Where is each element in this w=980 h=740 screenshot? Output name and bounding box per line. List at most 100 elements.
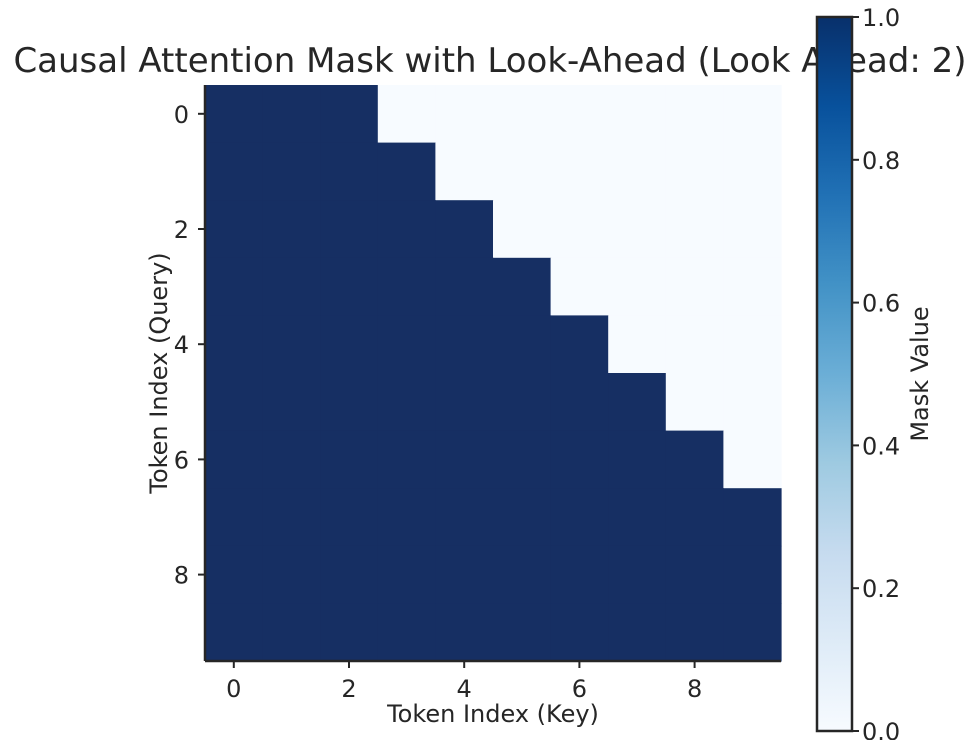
heatmap-cell	[205, 373, 264, 432]
heatmap-cell	[665, 488, 724, 547]
y-tick-label: 6	[174, 446, 189, 474]
heatmap-cell	[377, 545, 436, 604]
heatmap-cell	[493, 257, 552, 316]
heatmap-cell	[665, 545, 724, 604]
heatmap-cell	[262, 430, 321, 489]
heatmap-cells	[205, 85, 782, 662]
heatmap-cell	[608, 603, 667, 662]
heatmap-cell	[550, 200, 609, 259]
heatmap-cell	[493, 85, 552, 144]
heatmap-cell	[723, 315, 782, 374]
heatmap-cell	[320, 142, 379, 201]
heatmap-cell	[493, 315, 552, 374]
heatmap-cell	[723, 430, 782, 489]
heatmap-cell	[262, 85, 321, 144]
x-tick-label: 6	[572, 675, 587, 703]
heatmap-cell	[262, 200, 321, 259]
heatmap-cell	[377, 200, 436, 259]
heatmap-cell	[377, 142, 436, 201]
heatmap-cell	[435, 545, 494, 604]
heatmap-cell	[608, 257, 667, 316]
heatmap-cell	[493, 200, 552, 259]
heatmap-cell	[665, 257, 724, 316]
y-tick-label: 4	[174, 331, 189, 359]
heatmap-cell	[262, 545, 321, 604]
plot-frame	[203, 85, 781, 663]
colorbar-ticks: 0.0 0.2 0.4 0.6 0.8 1.0	[852, 4, 900, 740]
heatmap-cell	[262, 315, 321, 374]
heatmap-cell	[550, 373, 609, 432]
heatmap-cell	[493, 488, 552, 547]
heatmap-cell	[205, 200, 264, 259]
x-tick-label: 4	[457, 675, 472, 703]
heatmap-cell	[608, 430, 667, 489]
heatmap-cell	[205, 85, 264, 144]
chart-title: Causal Attention Mask with Look-Ahead (L…	[13, 41, 966, 81]
heatmap-cell	[377, 430, 436, 489]
heatmap-cell	[493, 142, 552, 201]
colorbar-tick-label: 0.0	[862, 718, 900, 740]
heatmap-cell	[665, 142, 724, 201]
heatmap-cell	[550, 545, 609, 604]
heatmap-cell	[723, 257, 782, 316]
heatmap-cell	[723, 603, 782, 662]
heatmap-cell	[550, 315, 609, 374]
heatmap-cell	[320, 545, 379, 604]
heatmap-cell	[435, 488, 494, 547]
heatmap-cell	[723, 545, 782, 604]
y-tick-label: 2	[174, 216, 189, 244]
colorbar-label: Mask Value	[906, 306, 934, 441]
heatmap-cell	[723, 488, 782, 547]
heatmap-cell	[665, 603, 724, 662]
heatmap-cell	[377, 373, 436, 432]
heatmap-cell	[435, 315, 494, 374]
heatmap-cell	[493, 545, 552, 604]
heatmap-cell	[665, 430, 724, 489]
heatmap-cell	[205, 430, 264, 489]
heatmap-cell	[550, 257, 609, 316]
colorbar-gradient	[815, 15, 854, 733]
heatmap-cell	[320, 85, 379, 144]
heatmap-cell	[608, 142, 667, 201]
heatmap-cell	[262, 373, 321, 432]
heatmap-cell	[205, 142, 264, 201]
heatmap-cell	[320, 315, 379, 374]
heatmap-cell	[493, 373, 552, 432]
heatmap-cell	[262, 488, 321, 547]
heatmap-cell	[262, 142, 321, 201]
heatmap-cell	[723, 142, 782, 201]
heatmap-cell	[665, 85, 724, 144]
heatmap-cell	[608, 200, 667, 259]
heatmap-cell	[665, 315, 724, 374]
colorbar-tick-label: 0.4	[862, 432, 900, 460]
heatmap-cell	[723, 373, 782, 432]
heatmap-cell	[550, 142, 609, 201]
x-tick-label: 0	[226, 675, 241, 703]
heatmap-cell	[435, 430, 494, 489]
heatmap-cell	[435, 603, 494, 662]
heatmap-cell	[723, 200, 782, 259]
x-axis-ticks: 0 2 4 6 8	[226, 661, 702, 703]
heatmap-cell	[377, 603, 436, 662]
heatmap-cell	[550, 430, 609, 489]
y-axis-ticks: 0 2 4 6 8	[174, 101, 205, 590]
heatmap-cell	[435, 373, 494, 432]
colorbar-tick-label: 0.2	[862, 575, 900, 603]
heatmap-cell	[608, 373, 667, 432]
heatmap-cell	[262, 603, 321, 662]
heatmap-cell	[205, 545, 264, 604]
heatmap-cell	[550, 603, 609, 662]
y-axis-label: Token Index (Query)	[145, 252, 173, 494]
heatmap-cell	[377, 85, 436, 144]
heatmap-cell	[435, 200, 494, 259]
heatmap-cell	[608, 85, 667, 144]
heatmap-cell	[493, 603, 552, 662]
heatmap-cell	[723, 85, 782, 144]
heatmap-cell	[320, 200, 379, 259]
heatmap-cell	[320, 373, 379, 432]
colorbar: 0.0 0.2 0.4 0.6 0.8 1.0 Mask Value	[815, 4, 934, 740]
heatmap-cell	[377, 257, 436, 316]
heatmap-cell	[608, 545, 667, 604]
heatmap-cell	[205, 488, 264, 547]
